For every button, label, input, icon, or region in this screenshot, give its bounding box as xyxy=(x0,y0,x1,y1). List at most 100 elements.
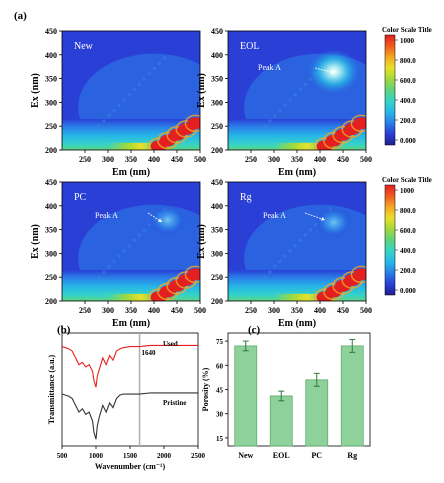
eem-plot-area xyxy=(228,182,366,301)
eem-low-band xyxy=(274,293,330,301)
y-tick-label: 450 xyxy=(211,178,223,187)
x-tick-label: 300 xyxy=(102,306,114,315)
series-line-pristine xyxy=(61,392,198,440)
scatter-dot xyxy=(112,259,116,263)
y-tick-label: 250 xyxy=(211,273,223,282)
y-axis-label: Ex (nm) xyxy=(196,73,207,108)
y-tick-label: 400 xyxy=(211,202,223,211)
eem-panel-rg: 250 300 350 400 450 500 200 250 300 350 400 450 Em (… xyxy=(196,178,372,329)
x-axis-label: Em (nm) xyxy=(112,167,150,178)
bar-rg xyxy=(340,345,364,447)
x-tick-label: 250 xyxy=(245,155,257,164)
x-tick-label: 250 xyxy=(245,306,257,315)
scatter-dot xyxy=(132,239,136,243)
x-tick-label: 500 xyxy=(57,452,68,460)
scatter-dot xyxy=(127,244,131,248)
y-tick-label: 75 xyxy=(216,338,224,346)
eem-low-band xyxy=(274,142,330,150)
y-tick-label: 400 xyxy=(45,202,57,211)
scatter-halo xyxy=(350,114,366,133)
x-tick-label: 350 xyxy=(291,155,303,164)
y-tick-label: 450 xyxy=(211,27,223,36)
y-tick-label: 300 xyxy=(211,98,223,107)
color-scale-bar xyxy=(384,34,396,146)
eem-plot-area xyxy=(228,31,366,150)
y-tick-label: 350 xyxy=(211,75,223,84)
x-axis-label: Em (nm) xyxy=(278,318,316,329)
y-tick-label: 400 xyxy=(211,51,223,60)
x-tick-label: 350 xyxy=(125,306,137,315)
x-tick-label: 450 xyxy=(171,306,183,315)
peak-a-blob xyxy=(307,49,360,94)
panel-label-c: (c) xyxy=(248,324,261,336)
x-tick-label: 500 xyxy=(360,306,372,315)
scatter-dot xyxy=(142,228,146,232)
scatter-dot xyxy=(147,223,151,227)
porosity-chart: New EOL PC Rg 15 30 45 60 75 Porosity (%) xyxy=(201,332,371,460)
scatter-dot xyxy=(142,77,146,81)
y-tick-label: 250 xyxy=(45,273,57,282)
scatter-dot xyxy=(298,88,302,92)
scatter-dot xyxy=(112,108,116,112)
x-tick-label: 350 xyxy=(125,155,137,164)
x-tick-label: 300 xyxy=(268,306,280,315)
scatter-dot xyxy=(273,114,277,118)
scatter-halo xyxy=(350,265,366,284)
color-scale-tick-label: 200.0 xyxy=(400,117,416,125)
scatter-dot xyxy=(288,98,292,102)
scatter-dot xyxy=(163,56,167,60)
color-scale-tick-label: 0.000 xyxy=(400,287,416,295)
ftir-frame xyxy=(61,332,199,447)
y-tick-label: 350 xyxy=(45,226,57,235)
scatter-dot xyxy=(107,265,111,269)
eem-panel-new: 250 300 350 400 450 500 200 250 300 350 400 450 Em (… xyxy=(30,27,206,178)
scatter-dot xyxy=(283,254,287,258)
x-axis-label: Wavenumber (cm⁻¹) xyxy=(95,462,166,471)
color-scale-tick-label: 1000 xyxy=(400,37,415,45)
y-tick-label: 450 xyxy=(45,27,57,36)
x-axis-label: Em (nm) xyxy=(278,167,316,178)
scatter-dot xyxy=(303,82,307,86)
scatter-dot xyxy=(308,228,312,232)
eem-low-band xyxy=(108,293,164,301)
y-tick-label: 350 xyxy=(211,226,223,235)
y-tick-label: 200 xyxy=(211,146,223,155)
y-axis-label: Ex (nm) xyxy=(30,73,41,108)
bar-pc xyxy=(305,379,329,447)
x-tick-label: 500 xyxy=(194,155,206,164)
scatter-dot xyxy=(117,254,121,258)
color-scale: Color Scale Title 1000 800.0 600.0 400.0 200.… xyxy=(382,176,432,296)
scatter-blob xyxy=(187,268,200,281)
x-tick-label: 450 xyxy=(337,306,349,315)
color-scale-tick-label: 400.0 xyxy=(400,97,416,105)
series-line-used xyxy=(61,344,198,388)
y-tick-label: 200 xyxy=(45,146,57,155)
color-scale-tick-label: 800.0 xyxy=(400,57,416,65)
scatter-halo xyxy=(184,265,200,284)
color-scale-tick-label: 800.0 xyxy=(400,207,416,215)
color-scale-tick-label: 1000 xyxy=(400,187,415,195)
category-label: New xyxy=(238,451,253,460)
color-scale-tick-label: 600.0 xyxy=(400,77,416,85)
y-tick-label: 400 xyxy=(45,51,57,60)
color-scale-tick-label: 0.000 xyxy=(400,137,416,145)
y-tick-label: 200 xyxy=(211,297,223,306)
scatter-blob xyxy=(353,117,366,130)
y-tick-label: 300 xyxy=(45,249,57,258)
scatter-dot xyxy=(147,72,151,76)
x-tick-label: 500 xyxy=(360,155,372,164)
color-scale-title: Color Scale Title xyxy=(382,26,432,34)
scatter-dot xyxy=(102,119,106,123)
x-tick-label: 2000 xyxy=(157,452,172,460)
y-tick-label: 45 xyxy=(216,387,224,395)
bar-new xyxy=(234,345,258,447)
eem-panel-eol: 250 300 350 400 450 500 200 250 300 350 400 450 Em (… xyxy=(196,27,372,178)
bar-eol xyxy=(269,395,293,447)
x-tick-label: 1500 xyxy=(123,452,138,460)
scatter-dot xyxy=(97,124,101,128)
scatter-dot xyxy=(122,249,126,253)
x-tick-label: 2500 xyxy=(191,452,206,460)
color-scale-tick-label: 400.0 xyxy=(400,247,416,255)
scatter-dot xyxy=(283,103,287,107)
x-tick-label: 450 xyxy=(337,155,349,164)
